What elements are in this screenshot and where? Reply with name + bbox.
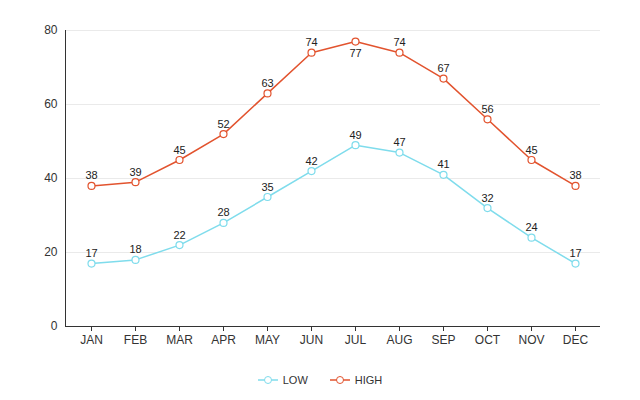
svg-text:JAN: JAN [80, 333, 103, 347]
svg-text:MAR: MAR [166, 333, 193, 347]
svg-text:52: 52 [217, 118, 229, 130]
svg-text:JUN: JUN [300, 333, 323, 347]
svg-text:74: 74 [393, 36, 405, 48]
svg-text:APR: APR [211, 333, 236, 347]
svg-text:32: 32 [481, 192, 493, 204]
svg-text:38: 38 [569, 169, 581, 181]
svg-text:0: 0 [51, 319, 58, 333]
svg-text:18: 18 [129, 243, 141, 255]
svg-text:60: 60 [44, 97, 58, 111]
svg-text:42: 42 [305, 155, 317, 167]
svg-text:JUL: JUL [345, 333, 367, 347]
svg-text:41: 41 [437, 158, 449, 170]
svg-text:63: 63 [261, 77, 273, 89]
svg-text:17: 17 [569, 247, 581, 259]
svg-text:80: 80 [44, 23, 58, 37]
svg-text:35: 35 [261, 181, 273, 193]
svg-text:40: 40 [44, 171, 58, 185]
svg-text:DEC: DEC [563, 333, 589, 347]
svg-text:FEB: FEB [124, 333, 147, 347]
svg-text:24: 24 [525, 221, 537, 233]
svg-text:AUG: AUG [386, 333, 412, 347]
svg-text:49: 49 [349, 129, 361, 141]
svg-text:17: 17 [85, 247, 97, 259]
svg-text:22: 22 [173, 229, 185, 241]
svg-text:47: 47 [393, 136, 405, 148]
html-text:LOW: LOW [282, 374, 308, 386]
svg-text:56: 56 [481, 103, 493, 115]
svg-text:45: 45 [525, 144, 537, 156]
svg-text:77: 77 [349, 47, 361, 59]
svg-text:SEP: SEP [431, 333, 455, 347]
svg-text:74: 74 [305, 36, 317, 48]
svg-text:NOV: NOV [518, 333, 544, 347]
html-text:HIGH: HIGH [354, 374, 383, 386]
svg-text:28: 28 [217, 206, 229, 218]
svg-text:MAY: MAY [255, 333, 280, 347]
svg-text:45: 45 [173, 144, 185, 156]
svg-text:67: 67 [437, 62, 449, 74]
svg-text:OCT: OCT [475, 333, 501, 347]
svg-text:38: 38 [85, 169, 97, 181]
svg-text:39: 39 [129, 166, 141, 178]
svg-text:20: 20 [44, 245, 58, 259]
